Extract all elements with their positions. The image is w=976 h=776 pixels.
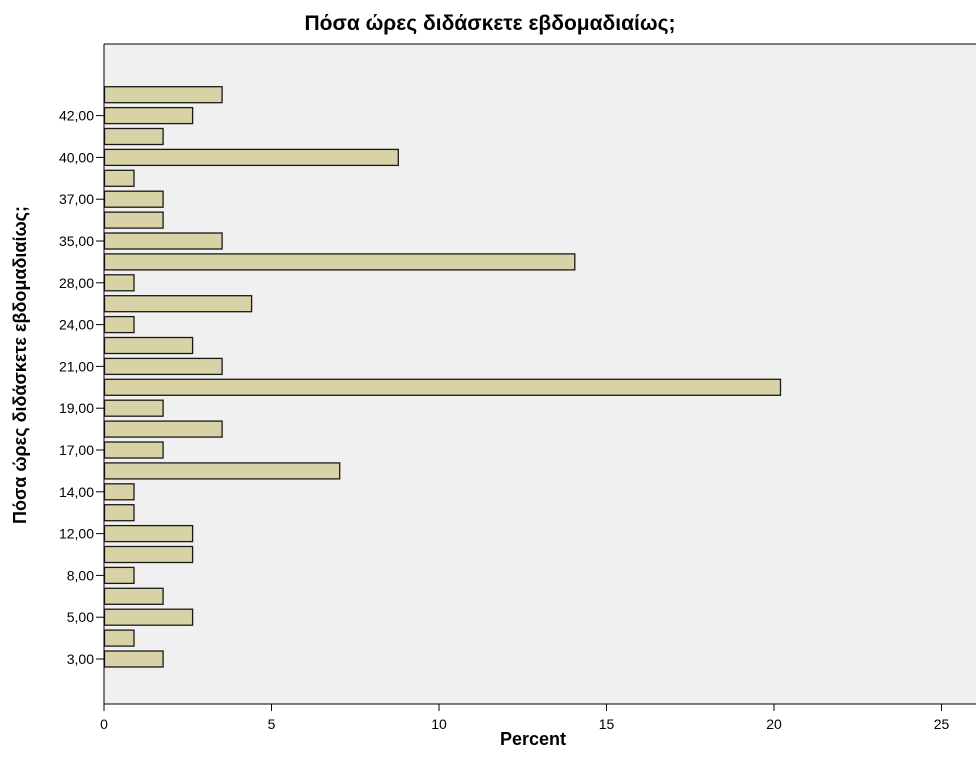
y-tick-label: 8,00	[67, 567, 94, 583]
bar	[103, 190, 164, 208]
y-tick-label: 42,00	[59, 108, 94, 124]
y-tick-label: 24,00	[59, 317, 94, 333]
y-tick-label: 3,00	[67, 651, 94, 667]
bar	[103, 650, 164, 668]
bar	[103, 524, 194, 543]
axes-layer: 3,00 5,00 8,00 12,00 14,00 17,00 19,00 21,00 24,…	[59, 43, 976, 732]
bar	[103, 211, 164, 229]
bar	[103, 378, 782, 396]
y-tick-label: 37,00	[59, 191, 94, 207]
y-tick-label: 12,00	[59, 526, 94, 542]
chart-title: Πόσα ώρες διδάσκετε εβδομαδιαίως;	[304, 12, 675, 35]
bar	[103, 483, 135, 501]
bar	[103, 295, 253, 313]
x-tick-label: 20	[766, 716, 782, 732]
bar	[103, 545, 194, 564]
bar	[103, 462, 341, 480]
x-tick-label: 15	[599, 716, 615, 732]
x-tick-label: 0	[100, 716, 108, 732]
y-tick-label: 14,00	[59, 484, 94, 500]
bar	[103, 169, 135, 187]
bar	[103, 106, 194, 125]
y-tick-label: 17,00	[59, 442, 94, 458]
y-tick-label: 28,00	[59, 275, 94, 291]
bar	[103, 441, 164, 459]
bar	[103, 274, 135, 292]
bar	[103, 86, 223, 104]
x-tick-label: 25	[934, 716, 950, 732]
x-axis-title: Percent	[500, 729, 566, 749]
bar	[103, 399, 164, 417]
bar	[103, 608, 194, 626]
bar	[103, 504, 135, 522]
x-tick-label: 10	[431, 716, 447, 732]
bar	[103, 587, 164, 605]
bar	[103, 148, 399, 167]
plot-area	[104, 44, 976, 704]
bar	[103, 253, 576, 271]
bar	[103, 232, 223, 250]
bar	[103, 357, 223, 376]
x-tick-label: 5	[268, 716, 276, 732]
y-tick-label: 19,00	[59, 400, 94, 416]
bar	[103, 629, 135, 647]
y-tick-label: 35,00	[59, 233, 94, 249]
bar	[103, 127, 164, 146]
bar	[103, 336, 194, 355]
bar	[103, 420, 223, 438]
y-tick-label: 21,00	[59, 358, 94, 374]
y-tick-label: 5,00	[67, 609, 94, 625]
y-axis-title: Πόσα ώρες διδάσκετε εβδομαδιαίως;	[10, 206, 30, 524]
bar	[103, 566, 135, 585]
y-tick-label: 40,00	[59, 149, 94, 165]
bar	[103, 315, 135, 334]
